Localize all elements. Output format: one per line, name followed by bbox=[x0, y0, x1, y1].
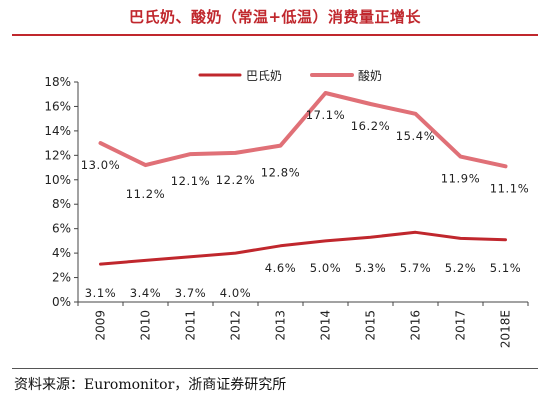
data-label: 5.1% bbox=[490, 261, 522, 275]
data-label: 5.3% bbox=[355, 261, 387, 275]
data-label: 12.8% bbox=[261, 166, 301, 180]
x-tick-label: 2011 bbox=[184, 310, 198, 341]
y-tick-label: 16% bbox=[44, 99, 71, 113]
x-tick-label: 2016 bbox=[409, 310, 423, 341]
data-label: 4.0% bbox=[220, 286, 252, 300]
y-tick-label: 10% bbox=[44, 173, 71, 187]
data-label: 3.1% bbox=[85, 286, 117, 300]
series-line-2 bbox=[98, 91, 508, 169]
y-tick-label: 12% bbox=[44, 148, 71, 162]
x-tick-label: 2013 bbox=[274, 310, 288, 341]
data-label: 15.4% bbox=[396, 129, 436, 143]
data-label: 16.2% bbox=[351, 119, 391, 133]
y-tick-label: 18% bbox=[44, 75, 71, 89]
data-label: 12.2% bbox=[216, 173, 256, 187]
x-tick-label: 2009 bbox=[94, 310, 108, 341]
y-tick-label: 0% bbox=[52, 295, 71, 309]
title-divider bbox=[12, 34, 538, 36]
data-label: 13.0% bbox=[81, 158, 121, 172]
x-tick-label: 2018E bbox=[499, 310, 513, 348]
data-label: 5.7% bbox=[400, 261, 432, 275]
x-tick-label: 2015 bbox=[364, 310, 378, 341]
x-tick-label: 2017 bbox=[454, 310, 468, 341]
chart-title: 巴氏奶、酸奶（常温+低温）消费量正增长 bbox=[128, 8, 422, 26]
y-tick-label: 6% bbox=[52, 222, 71, 236]
data-label: 4.6% bbox=[265, 261, 297, 275]
data-label: 11.1% bbox=[490, 181, 530, 195]
data-label: 5.0% bbox=[310, 261, 342, 275]
legend-label: 酸奶 bbox=[358, 68, 382, 83]
data-label: 11.2% bbox=[126, 187, 166, 201]
x-tick-label: 2010 bbox=[139, 310, 153, 341]
data-label: 3.7% bbox=[175, 286, 207, 300]
source-note: 资料来源：Euromonitor，浙商证券研究所 bbox=[14, 377, 287, 393]
data-label: 12.1% bbox=[171, 174, 211, 188]
data-label: 17.1% bbox=[306, 108, 346, 122]
data-label: 5.2% bbox=[445, 261, 477, 275]
series-line-1 bbox=[99, 230, 507, 266]
y-tick-label: 8% bbox=[52, 197, 71, 211]
x-tick-label: 2014 bbox=[319, 310, 333, 341]
y-tick-label: 4% bbox=[52, 246, 71, 260]
data-label: 3.4% bbox=[130, 286, 162, 300]
y-tick-label: 14% bbox=[44, 124, 71, 138]
legend-label: 巴氏奶 bbox=[246, 69, 282, 83]
source-divider bbox=[12, 368, 538, 369]
data-label: 11.9% bbox=[441, 172, 481, 186]
y-tick-label: 2% bbox=[52, 271, 71, 285]
x-tick-label: 2012 bbox=[229, 310, 243, 341]
